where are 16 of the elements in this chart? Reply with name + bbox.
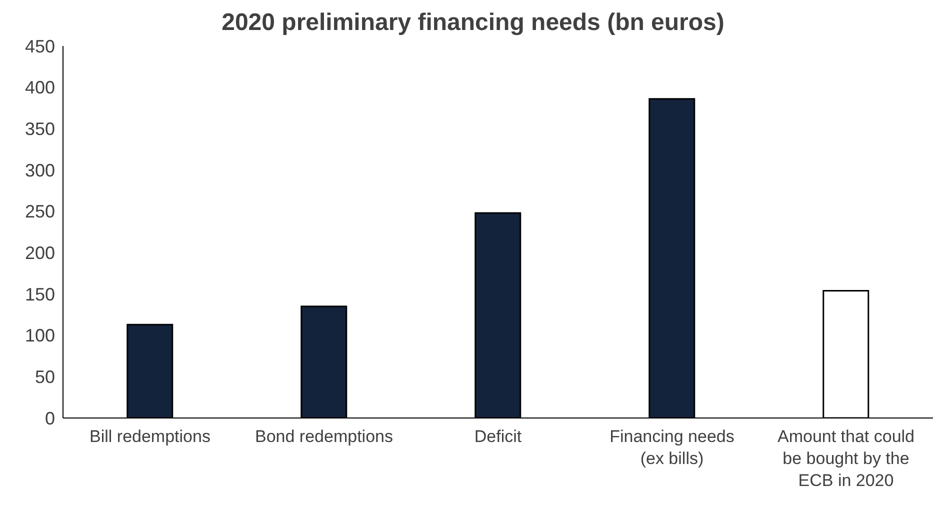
y-tick-label: 100 bbox=[24, 326, 55, 346]
x-tick-label: Bill redemptions bbox=[90, 427, 210, 446]
y-tick-label: 250 bbox=[24, 202, 55, 222]
y-tick-label: 200 bbox=[24, 243, 55, 264]
y-tick-label: 150 bbox=[24, 284, 55, 304]
chart-title: 2020 preliminary financing needs (bn euros) bbox=[220, 8, 726, 38]
y-tick-label: 350 bbox=[24, 119, 55, 140]
x-tick-label: Amount that could be bought by the ECB in 2020 bbox=[777, 427, 915, 490]
y-tick-label: 0 bbox=[44, 408, 55, 428]
y-tick-label: 450 bbox=[24, 36, 55, 56]
y-tick-label: 300 bbox=[24, 160, 55, 180]
x-tick-label: Bond redemptions bbox=[255, 427, 393, 446]
y-tick-label: 400 bbox=[24, 78, 55, 98]
y-tick-label: 50 bbox=[34, 367, 55, 388]
x-tick-label: Deficit bbox=[474, 427, 522, 446]
x-tick-label: Financing needs (ex bills) bbox=[610, 427, 734, 468]
